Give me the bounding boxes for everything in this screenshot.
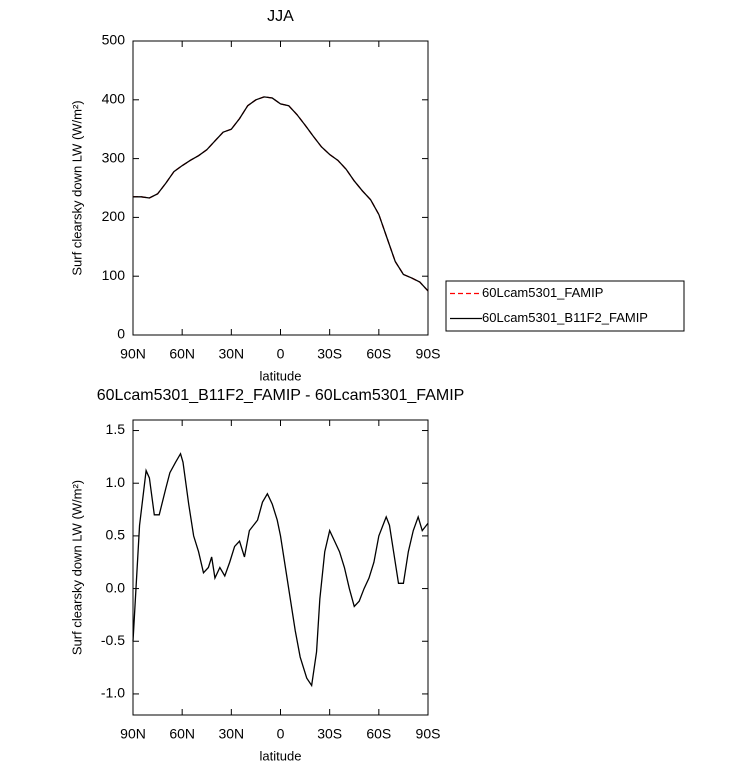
x-tick-label: 60N [169,726,195,742]
legend-label: 60Lcam5301_FAMIP [482,285,603,300]
y-tick-label: 1.0 [106,474,126,490]
legend-box [445,280,685,332]
y-tick-label: 500 [102,32,126,48]
data-line [133,96,429,292]
x-tick-label: 90N [120,346,146,362]
y-tick-label: 0.5 [106,527,126,543]
y-tick-label: 300 [102,149,126,165]
x-axis-label: latitude [260,748,302,763]
x-tick-label: 30S [317,346,342,362]
y-tick-label: -1.0 [101,685,125,701]
y-axis-label: Surf clearsky down LW (W/m²) [69,100,84,275]
x-tick-label: 60S [366,726,391,742]
plot-frame [132,40,429,336]
y-tick-label: 0.0 [106,579,126,595]
x-tick-label: 60N [169,346,195,362]
y-tick-label: 200 [102,208,126,224]
x-tick-label: 0 [277,346,285,362]
x-tick-label: 90S [416,346,441,362]
y-tick-label: 400 [102,91,126,107]
x-tick-label: 30N [218,726,244,742]
y-tick-label: 100 [102,267,126,283]
x-tick-label: 60S [366,346,391,362]
legend-label: 60Lcam5301_B11F2_FAMIP [482,310,648,325]
x-tick-label: 30S [317,726,342,742]
x-axis-label: latitude [260,368,302,383]
chart-title: 60Lcam5301_B11F2_FAMIP - 60Lcam5301_FAMI… [97,387,465,404]
y-axis-label: Surf clearsky down LW (W/m²) [69,480,84,655]
plot-frame [132,419,429,716]
chart-title: JJA [267,8,294,25]
data-line [132,452,429,688]
data-line [133,96,429,292]
x-tick-label: 90S [416,726,441,742]
y-tick-label: -0.5 [101,632,125,648]
x-tick-label: 90N [120,726,146,742]
x-tick-label: 0 [277,726,285,742]
y-tick-label: 1.5 [106,421,126,437]
y-tick-label: 0 [117,326,125,342]
x-tick-label: 30N [218,346,244,362]
